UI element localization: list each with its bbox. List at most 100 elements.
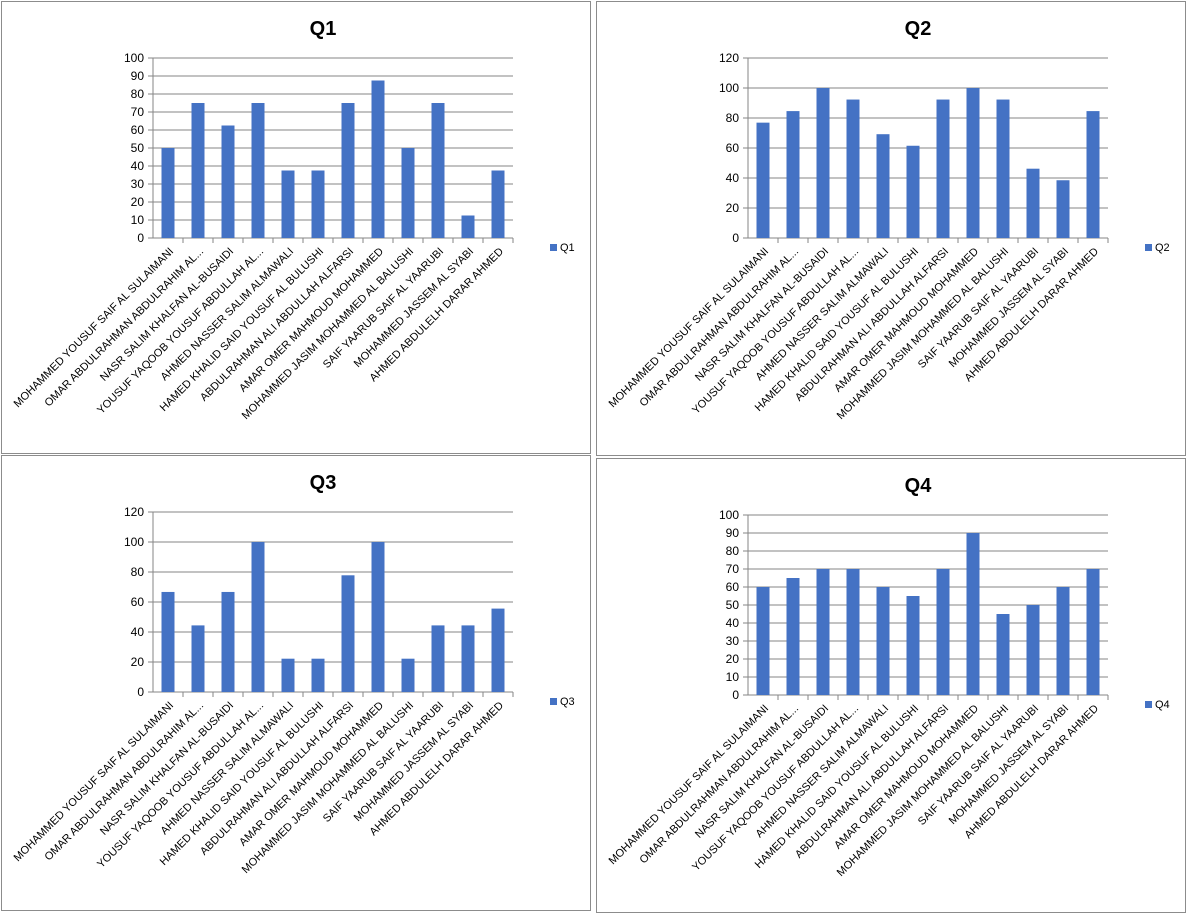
bar: [996, 99, 1010, 238]
y-tick-label: 90: [726, 526, 740, 540]
legend-swatch: [1145, 244, 1152, 251]
bar: [491, 170, 505, 238]
y-tick-label: 70: [131, 105, 145, 119]
bar: [1026, 605, 1040, 695]
y-tick-label: 40: [726, 171, 740, 185]
chart-q4: Q4 0 10 20 30 40 50 60 70 80 90 100 MOHAMMED YOUSUF …: [596, 458, 1186, 913]
legend-label: Q4: [1155, 699, 1170, 711]
y-tick-label: 100: [124, 51, 144, 65]
bar: [876, 587, 890, 695]
chart-title: Q4: [905, 475, 933, 497]
bar: [846, 569, 860, 695]
chart-q3: Q3 0 20 40 60 80 100 120 MOHAMMED YOUSUF SAIF AL…: [1, 455, 591, 911]
bar: [221, 591, 235, 692]
y-tick-label: 20: [726, 201, 740, 215]
y-tick-label: 40: [131, 625, 145, 639]
y-tick-label: 20: [131, 195, 145, 209]
bar: [936, 99, 950, 238]
bar: [371, 80, 385, 238]
bar: [161, 148, 175, 238]
bar: [1086, 569, 1100, 695]
y-tick-label: 60: [726, 580, 740, 594]
bar: [491, 608, 505, 692]
chart-title: Q2: [905, 18, 932, 40]
y-tick-label: 60: [131, 595, 145, 609]
y-tick-label: 20: [726, 652, 740, 666]
bar: [996, 614, 1010, 695]
y-tick-label: 60: [131, 123, 145, 137]
bar: [1086, 111, 1100, 238]
y-tick-label: 30: [131, 177, 145, 191]
y-tick-label: 100: [719, 81, 739, 95]
y-tick-label: 30: [726, 634, 740, 648]
bar: [401, 148, 415, 238]
bar: [786, 111, 800, 238]
bar: [816, 569, 830, 695]
bar: [251, 542, 265, 692]
bar: [906, 145, 920, 238]
bar: [161, 591, 175, 692]
y-tick-label: 120: [719, 51, 739, 65]
bar: [816, 88, 830, 238]
bar: [846, 99, 860, 238]
bar: [1026, 168, 1040, 238]
y-tick-label: 0: [137, 231, 144, 245]
y-tick-label: 40: [131, 159, 145, 173]
y-tick-label: 50: [726, 598, 740, 612]
bar: [371, 542, 385, 692]
bar: [936, 569, 950, 695]
y-tick-label: 0: [732, 688, 739, 702]
bar: [341, 103, 355, 238]
y-tick-label: 10: [726, 670, 740, 684]
bar: [281, 170, 295, 238]
bar: [756, 122, 770, 238]
bar: [191, 625, 205, 692]
bar: [1056, 587, 1070, 695]
y-tick-label: 20: [131, 655, 145, 669]
y-tick-label: 100: [124, 535, 144, 549]
y-tick-label: 80: [726, 544, 740, 558]
bar: [431, 103, 445, 238]
legend-label: Q1: [560, 242, 575, 254]
bar: [906, 596, 920, 695]
bar: [461, 625, 475, 692]
chart-title: Q1: [310, 18, 337, 40]
bar: [221, 125, 235, 238]
bar: [281, 658, 295, 692]
legend-swatch: [1145, 701, 1152, 708]
y-tick-label: 40: [726, 616, 740, 630]
bar: [786, 578, 800, 695]
bar: [341, 575, 355, 692]
y-tick-label: 0: [732, 231, 739, 245]
bar: [401, 658, 415, 692]
y-tick-label: 120: [124, 505, 144, 519]
y-tick-label: 80: [131, 565, 145, 579]
bar: [966, 533, 980, 695]
bar: [461, 215, 475, 238]
bar: [251, 103, 265, 238]
bar: [191, 103, 205, 238]
y-tick-label: 70: [726, 562, 740, 576]
y-tick-label: 50: [131, 141, 145, 155]
legend-label: Q3: [560, 696, 575, 708]
bar: [431, 625, 445, 692]
bar: [311, 170, 325, 238]
chart-title: Q3: [310, 472, 337, 494]
y-tick-label: 60: [726, 141, 740, 155]
legend-label: Q2: [1155, 242, 1170, 254]
bar: [1056, 180, 1070, 238]
y-tick-label: 80: [726, 111, 740, 125]
bar: [311, 658, 325, 692]
chart-q1: Q1 0 10 20 30 40 50 60 70 80 90 100 MOHAMMED YOUSUF …: [1, 1, 591, 454]
y-tick-label: 80: [131, 87, 145, 101]
bar: [756, 587, 770, 695]
bar: [966, 88, 980, 238]
y-tick-label: 90: [131, 69, 145, 83]
chart-q2: Q2 0 20 40 60 80 100 120 MOHAMMED YOUSUF SAIF AL…: [596, 1, 1186, 456]
y-tick-label: 100: [719, 508, 739, 522]
legend-swatch: [550, 244, 557, 251]
